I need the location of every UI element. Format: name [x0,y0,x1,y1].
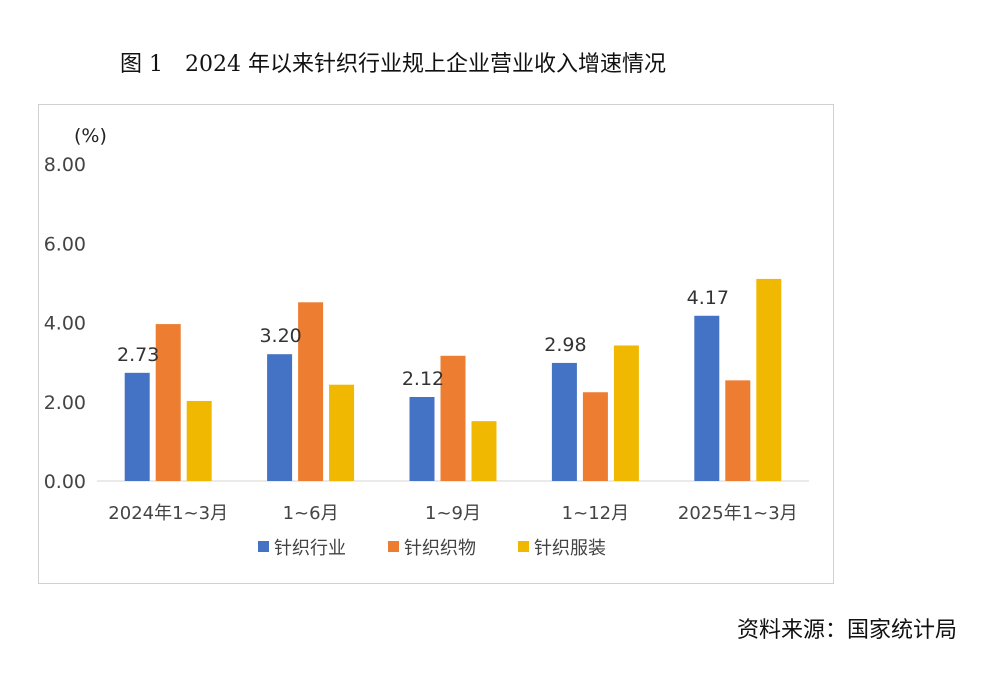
bar [613,345,639,481]
x-tick-label: 1~9月 [425,503,481,524]
y-axis-ticks: 0.00 2.00 4.00 6.00 8.00 [44,154,86,493]
x-tick-label: 2024年1~3月 [108,503,228,524]
legend-label: 针织服装 [534,538,606,559]
bar [124,372,150,481]
y-tick-label: 4.00 [44,313,86,335]
bar [582,392,608,481]
y-tick-label: 2.00 [44,392,86,414]
legend-label: 针织行业 [274,538,346,559]
x-tick-label: 2025年1~3月 [678,503,798,524]
bars [124,278,782,481]
data-label: 3.20 [259,325,301,347]
data-label: 4.17 [687,287,729,309]
bar [186,400,212,481]
bar [409,396,435,481]
data-labels: 2.73 3.20 2.12 2.98 4.17 [117,287,729,390]
data-label: 2.98 [544,334,586,356]
x-tick-label: 1~6月 [283,503,339,524]
bar [267,354,293,481]
legend-swatch [388,541,399,552]
legend-label: 针织织物 [404,538,476,559]
bar [551,362,577,481]
bar [725,380,751,481]
x-tick-label: 1~12月 [562,503,629,524]
bar [440,355,466,481]
y-tick-label: 8.00 [44,154,86,176]
legend-swatch [258,541,269,552]
data-label: 2.73 [117,344,159,366]
chart-frame [38,104,834,584]
bar [329,384,355,481]
data-label: 2.12 [402,368,444,390]
bar [298,302,324,481]
bar [471,421,497,481]
y-axis-label: (%) [74,125,107,147]
x-axis-ticks: 2024年1~3月 1~6月 1~9月 1~12月 2025年1~3月 [108,503,797,524]
y-tick-label: 0.00 [44,471,86,493]
bar [155,324,181,481]
source-note: 资料来源：国家统计局 [736,618,957,643]
legend: 针织行业 针织织物 针织服装 [258,538,606,559]
bar [694,315,720,481]
bar [756,278,782,481]
y-tick-label: 6.00 [44,233,86,255]
figure-title: 图 1 2024 年以来针织行业规上企业营业收入增速情况 [120,52,666,77]
legend-swatch [518,541,529,552]
